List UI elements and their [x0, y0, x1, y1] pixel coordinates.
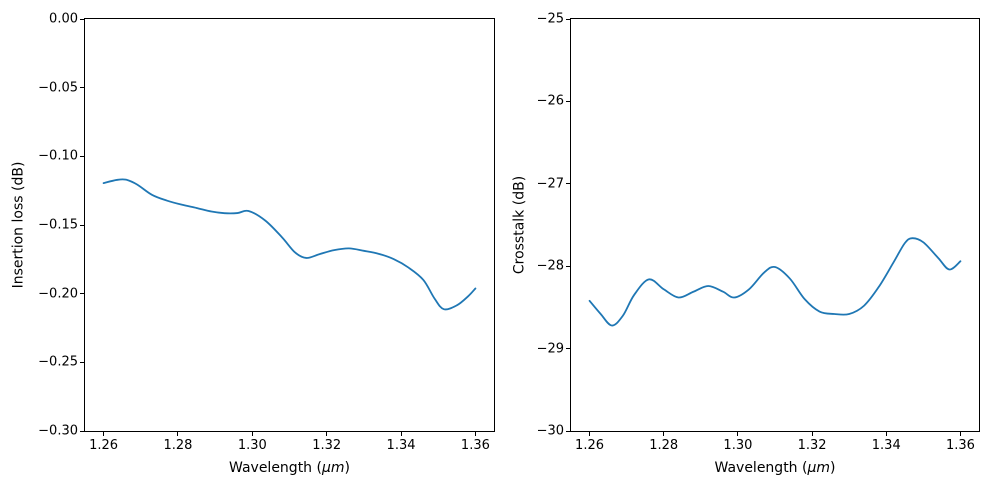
- y-tick-mark: [80, 430, 85, 432]
- y-tick-mark: [80, 361, 85, 363]
- y-tick-label: −28: [536, 258, 564, 274]
- x-tick-label: 1.36: [460, 438, 490, 453]
- y-tick-mark: [80, 293, 85, 295]
- y-tick-label: 0.00: [49, 11, 78, 27]
- x-tick-mark: [474, 431, 476, 436]
- x-axis-label-suffix: ): [344, 460, 350, 476]
- y-tick-label: −26: [536, 93, 564, 109]
- x-tick-mark: [103, 431, 105, 436]
- y-tick-label: −0.10: [38, 148, 78, 164]
- crosstalk-curve: [588, 237, 962, 327]
- y-tick-mark: [566, 183, 571, 185]
- x-tick-label: 1.26: [89, 438, 119, 453]
- x-tick-mark: [885, 431, 887, 436]
- x-tick-label: 1.30: [723, 438, 753, 453]
- y-tick-mark: [80, 18, 85, 20]
- x-axis-label-math: μm: [807, 460, 831, 476]
- x-axis-label: Wavelength (μm): [229, 460, 350, 477]
- x-tick-label: 1.32: [797, 438, 827, 453]
- y-tick-mark: [80, 155, 85, 157]
- x-tick-label: 1.36: [945, 438, 975, 453]
- y-tick-mark: [566, 430, 571, 432]
- x-axis-label-text: Wavelength (: [714, 460, 808, 476]
- x-tick-label: 1.28: [163, 438, 193, 453]
- y-tick-mark: [80, 224, 85, 226]
- x-tick-label: 1.28: [649, 438, 679, 453]
- crosstalk-plot: Wavelength (μm) Crosstalk (dB) 1.26 1.28 1…: [512, 12, 980, 476]
- y-tick-label: −29: [536, 341, 564, 357]
- y-tick-label: −0.15: [38, 217, 78, 233]
- crosstalk-line: [588, 237, 962, 327]
- x-tick-label: 1.32: [312, 438, 342, 453]
- y-tick-mark: [566, 348, 571, 350]
- y-tick-label: −0.25: [38, 354, 78, 370]
- x-axis-label-math: μm: [321, 460, 345, 476]
- x-axis-label-text: Wavelength (: [229, 460, 322, 476]
- x-tick-mark: [737, 431, 739, 436]
- x-tick-mark: [251, 431, 253, 436]
- x-tick-mark: [959, 431, 961, 436]
- x-tick-mark: [326, 431, 328, 436]
- insertion-loss-plot: Wavelength (μm) Insertion loss (dB) 1.26…: [11, 12, 495, 476]
- x-tick-mark: [589, 431, 591, 436]
- insertion-loss-curve: [102, 178, 477, 311]
- x-tick-mark: [811, 431, 813, 436]
- y-tick-mark: [566, 18, 571, 20]
- y-tick-label: −25: [536, 11, 564, 27]
- y-tick-label: −0.20: [38, 286, 78, 302]
- x-tick-label: 1.34: [386, 438, 416, 453]
- y-tick-label: −27: [536, 176, 564, 192]
- x-tick-mark: [400, 431, 402, 436]
- x-tick-label: 1.34: [871, 438, 901, 453]
- x-axis-label: Wavelength (μm): [715, 460, 836, 477]
- insertion-loss-line: [102, 178, 477, 311]
- x-tick-label: 1.30: [237, 438, 267, 453]
- x-axis-label-suffix: ): [830, 460, 836, 476]
- x-tick-mark: [663, 431, 665, 436]
- y-tick-label: −0.30: [38, 423, 78, 439]
- y-tick-mark: [566, 265, 571, 267]
- y-tick-label: −0.05: [38, 80, 78, 96]
- x-tick-mark: [177, 431, 179, 436]
- y-tick-mark: [566, 100, 571, 102]
- y-tick-label: −30: [536, 423, 564, 439]
- x-tick-label: 1.26: [575, 438, 604, 453]
- y-tick-mark: [80, 87, 85, 89]
